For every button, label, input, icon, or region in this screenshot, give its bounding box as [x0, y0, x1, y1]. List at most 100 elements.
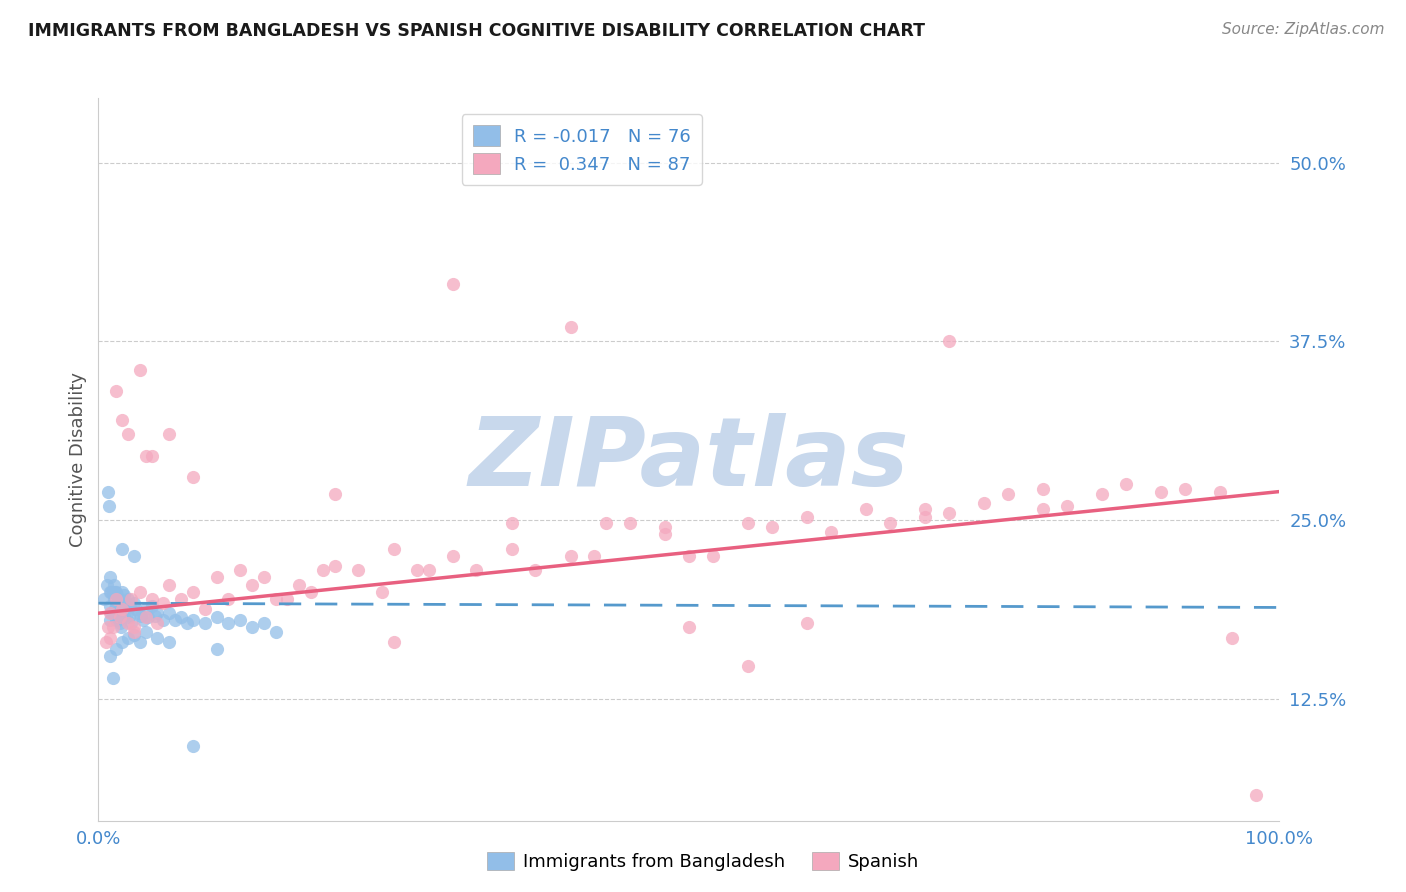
Point [104, 584, 127, 599]
Point [240, 577, 263, 591]
Point [97, 620, 120, 634]
Point [111, 606, 134, 620]
Point [524, 563, 547, 577]
Point [121, 616, 143, 631]
Point [107, 613, 129, 627]
Point [371, 584, 394, 599]
Point [103, 577, 125, 591]
Point [96, 577, 118, 591]
Point [560, 320, 582, 334]
Point [141, 599, 163, 613]
Point [323, 487, 346, 501]
Point [117, 427, 139, 442]
Point [105, 384, 128, 399]
Text: Source: ZipAtlas.com: Source: ZipAtlas.com [1222, 22, 1385, 37]
Point [146, 631, 169, 645]
Point [107, 591, 129, 606]
Point [1209, 484, 1232, 499]
Point [112, 588, 135, 602]
Point [654, 520, 676, 534]
Point [98, 570, 121, 584]
Point [112, 599, 135, 613]
Point [98, 599, 121, 613]
Point [110, 599, 132, 613]
Point [157, 606, 180, 620]
Point [240, 620, 263, 634]
Point [441, 549, 464, 563]
Point [418, 563, 440, 577]
Point [595, 516, 617, 530]
Point [98, 649, 121, 664]
Point [1032, 482, 1054, 496]
Point [194, 602, 217, 616]
Point [288, 577, 311, 591]
Point [619, 516, 641, 530]
Point [122, 549, 145, 563]
Point [146, 616, 169, 631]
Point [128, 606, 150, 620]
Point [141, 591, 163, 606]
Point [121, 591, 143, 606]
Point [94, 635, 117, 649]
Point [170, 610, 193, 624]
Point [98, 584, 121, 599]
Point [135, 610, 157, 624]
Point [253, 570, 276, 584]
Point [299, 584, 322, 599]
Point [128, 584, 150, 599]
Point [122, 620, 145, 634]
Point [914, 510, 936, 524]
Point [141, 449, 163, 463]
Point [441, 277, 464, 292]
Point [111, 584, 134, 599]
Point [101, 671, 124, 685]
Point [347, 563, 370, 577]
Point [702, 549, 724, 563]
Point [143, 609, 166, 624]
Point [181, 613, 204, 627]
Point [115, 606, 138, 620]
Point [465, 563, 488, 577]
Point [108, 610, 131, 624]
Point [914, 501, 936, 516]
Point [501, 516, 523, 530]
Point [110, 620, 132, 634]
Point [136, 610, 159, 624]
Point [560, 549, 582, 563]
Y-axis label: Cognitive Disability: Cognitive Disability [69, 372, 87, 547]
Point [761, 520, 783, 534]
Point [264, 624, 287, 639]
Point [105, 584, 128, 599]
Point [93, 591, 115, 606]
Point [105, 599, 128, 613]
Point [1056, 499, 1078, 513]
Point [501, 541, 523, 556]
Point [101, 620, 124, 634]
Point [122, 596, 145, 610]
Point [229, 613, 252, 627]
Point [855, 501, 877, 516]
Point [312, 563, 335, 577]
Point [1032, 501, 1054, 516]
Point [117, 631, 139, 645]
Point [105, 591, 128, 606]
Point [181, 470, 204, 484]
Point [122, 627, 145, 641]
Point [796, 510, 818, 524]
Point [103, 606, 125, 620]
Point [382, 635, 405, 649]
Point [217, 616, 239, 631]
Point [938, 506, 960, 520]
Point [152, 596, 174, 610]
Point [117, 616, 139, 631]
Point [323, 558, 346, 573]
Point [111, 602, 134, 616]
Point [101, 606, 124, 620]
Point [100, 606, 122, 620]
Point [97, 484, 120, 499]
Point [135, 449, 157, 463]
Point [820, 524, 842, 539]
Legend: R = -0.017   N = 76, R =  0.347   N = 87: R = -0.017 N = 76, R = 0.347 N = 87 [461, 114, 702, 185]
Point [737, 659, 759, 673]
Point [105, 609, 128, 624]
